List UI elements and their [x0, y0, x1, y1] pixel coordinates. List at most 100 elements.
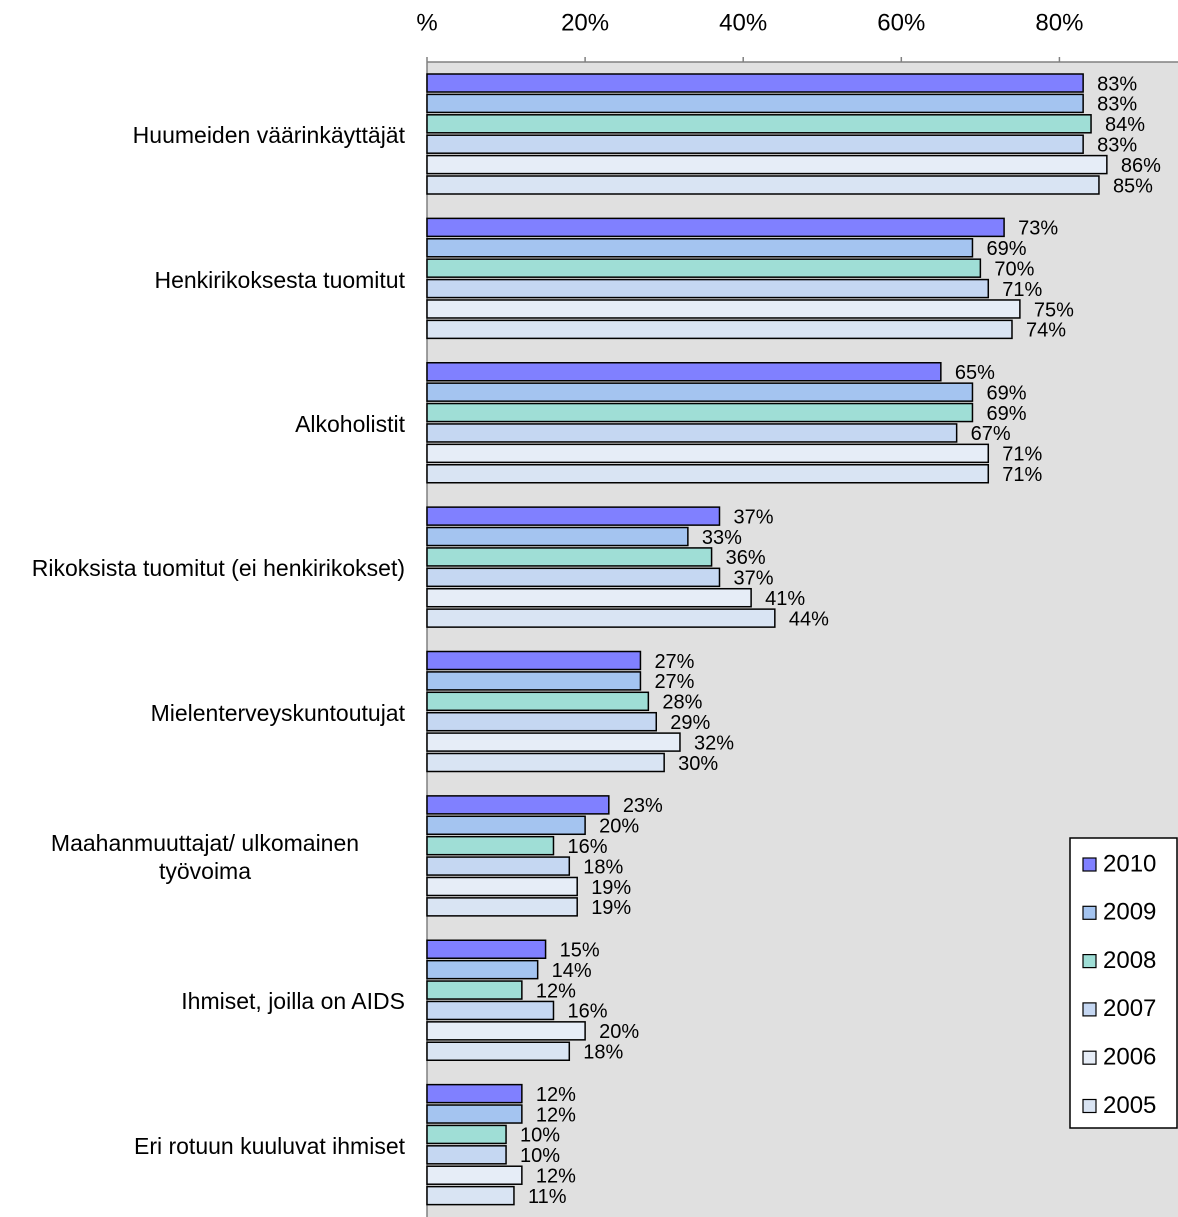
category-label: Huumeiden väärinkäyttäjät [132, 122, 405, 149]
value-label: 33% [702, 527, 742, 549]
bar [426, 217, 1005, 238]
bar [426, 732, 681, 752]
value-label: 16% [567, 836, 607, 858]
value-label: 69% [986, 238, 1026, 260]
bar [426, 423, 958, 443]
bar [426, 1165, 523, 1185]
value-label: 83% [1097, 94, 1137, 116]
value-label: 29% [670, 712, 710, 734]
bar [426, 876, 578, 897]
value-label: 20% [599, 1021, 639, 1043]
x-tick-label: 80% [1035, 9, 1083, 36]
bar [426, 835, 555, 856]
bar [426, 526, 689, 547]
legend-box [1069, 837, 1178, 1129]
bar [426, 691, 650, 712]
category-label: Mielenterveyskuntoutujat [150, 699, 405, 726]
bar [426, 1021, 586, 1041]
bar [426, 567, 721, 588]
value-label: 74% [1026, 320, 1066, 342]
value-label: 36% [726, 547, 766, 569]
value-label: 30% [678, 753, 718, 775]
value-label: 71% [1002, 464, 1042, 486]
legend-swatch [1082, 953, 1097, 969]
value-label: 27% [654, 671, 694, 693]
bar [426, 1185, 515, 1206]
legend-label: 2008 [1103, 947, 1156, 974]
value-label: 70% [994, 258, 1034, 280]
bar [426, 1145, 507, 1165]
bar [426, 93, 1084, 114]
value-label: 83% [1097, 73, 1137, 95]
value-label: 37% [733, 568, 773, 590]
category-label: Ihmiset, joilla on AIDS [181, 988, 405, 1015]
value-label: 10% [520, 1125, 560, 1147]
bar [426, 897, 578, 917]
value-label: 19% [591, 877, 631, 899]
value-label: 83% [1097, 134, 1137, 156]
legend-swatch [1082, 1050, 1097, 1065]
bar [426, 795, 610, 815]
bar [426, 856, 571, 876]
x-tick-label: 60% [877, 9, 925, 36]
bar [426, 608, 776, 628]
bar [426, 299, 1021, 319]
legend-label: 2007 [1103, 995, 1156, 1022]
value-label: 16% [567, 1001, 607, 1023]
bar [426, 650, 642, 671]
value-label: 18% [583, 1042, 623, 1064]
bar [426, 587, 752, 608]
value-label: 14% [552, 960, 592, 982]
bar [426, 547, 713, 567]
category-label: Maahanmuuttajat/ ulkomainen työvoima [50, 830, 360, 885]
bar [426, 752, 665, 773]
bar [426, 671, 642, 691]
value-label: 44% [789, 608, 829, 630]
bar [426, 382, 974, 402]
value-label: 75% [1034, 299, 1074, 321]
value-label: 12% [536, 1084, 576, 1106]
legend-swatch [1082, 1098, 1097, 1114]
value-label: 20% [599, 816, 639, 838]
value-label: 69% [986, 382, 1026, 404]
bar [426, 711, 658, 732]
bar [426, 815, 586, 836]
value-label: 86% [1121, 155, 1161, 177]
legend-label: 2005 [1103, 1092, 1156, 1119]
category-label: Henkirikoksesta tuomitut [154, 266, 405, 293]
value-label: 27% [654, 651, 694, 673]
bar [426, 402, 974, 423]
x-tick-label: 20% [561, 9, 609, 36]
legend-swatch [1082, 1002, 1097, 1017]
value-label: 32% [694, 732, 734, 754]
bar [426, 1104, 523, 1124]
value-label: 37% [733, 506, 773, 528]
bar [426, 443, 990, 464]
value-label: 69% [986, 403, 1026, 425]
bar [426, 1083, 523, 1104]
bar [426, 175, 1100, 195]
bar [426, 278, 990, 299]
bar [426, 1000, 555, 1021]
value-label: 85% [1113, 175, 1153, 197]
bar [426, 980, 523, 1000]
category-label: Eri rotuun kuuluvat ihmiset [133, 1132, 405, 1159]
value-label: 19% [591, 897, 631, 919]
x-tick-label: % [416, 9, 437, 36]
bar [426, 1124, 507, 1145]
value-label: 12% [536, 980, 576, 1002]
legend-label: 2010 [1103, 850, 1156, 877]
category-label: Rikoksista tuomitut (ei henkirikokset) [31, 555, 405, 582]
value-label: 67% [971, 423, 1011, 445]
bar [426, 362, 942, 382]
bar [426, 319, 1013, 340]
value-label: 11% [528, 1186, 567, 1208]
value-label: 10% [520, 1145, 560, 1167]
bar [426, 1041, 571, 1061]
value-label: 23% [623, 795, 663, 817]
bar [426, 464, 990, 484]
value-label: 71% [1002, 444, 1042, 466]
value-label: 41% [765, 588, 805, 610]
